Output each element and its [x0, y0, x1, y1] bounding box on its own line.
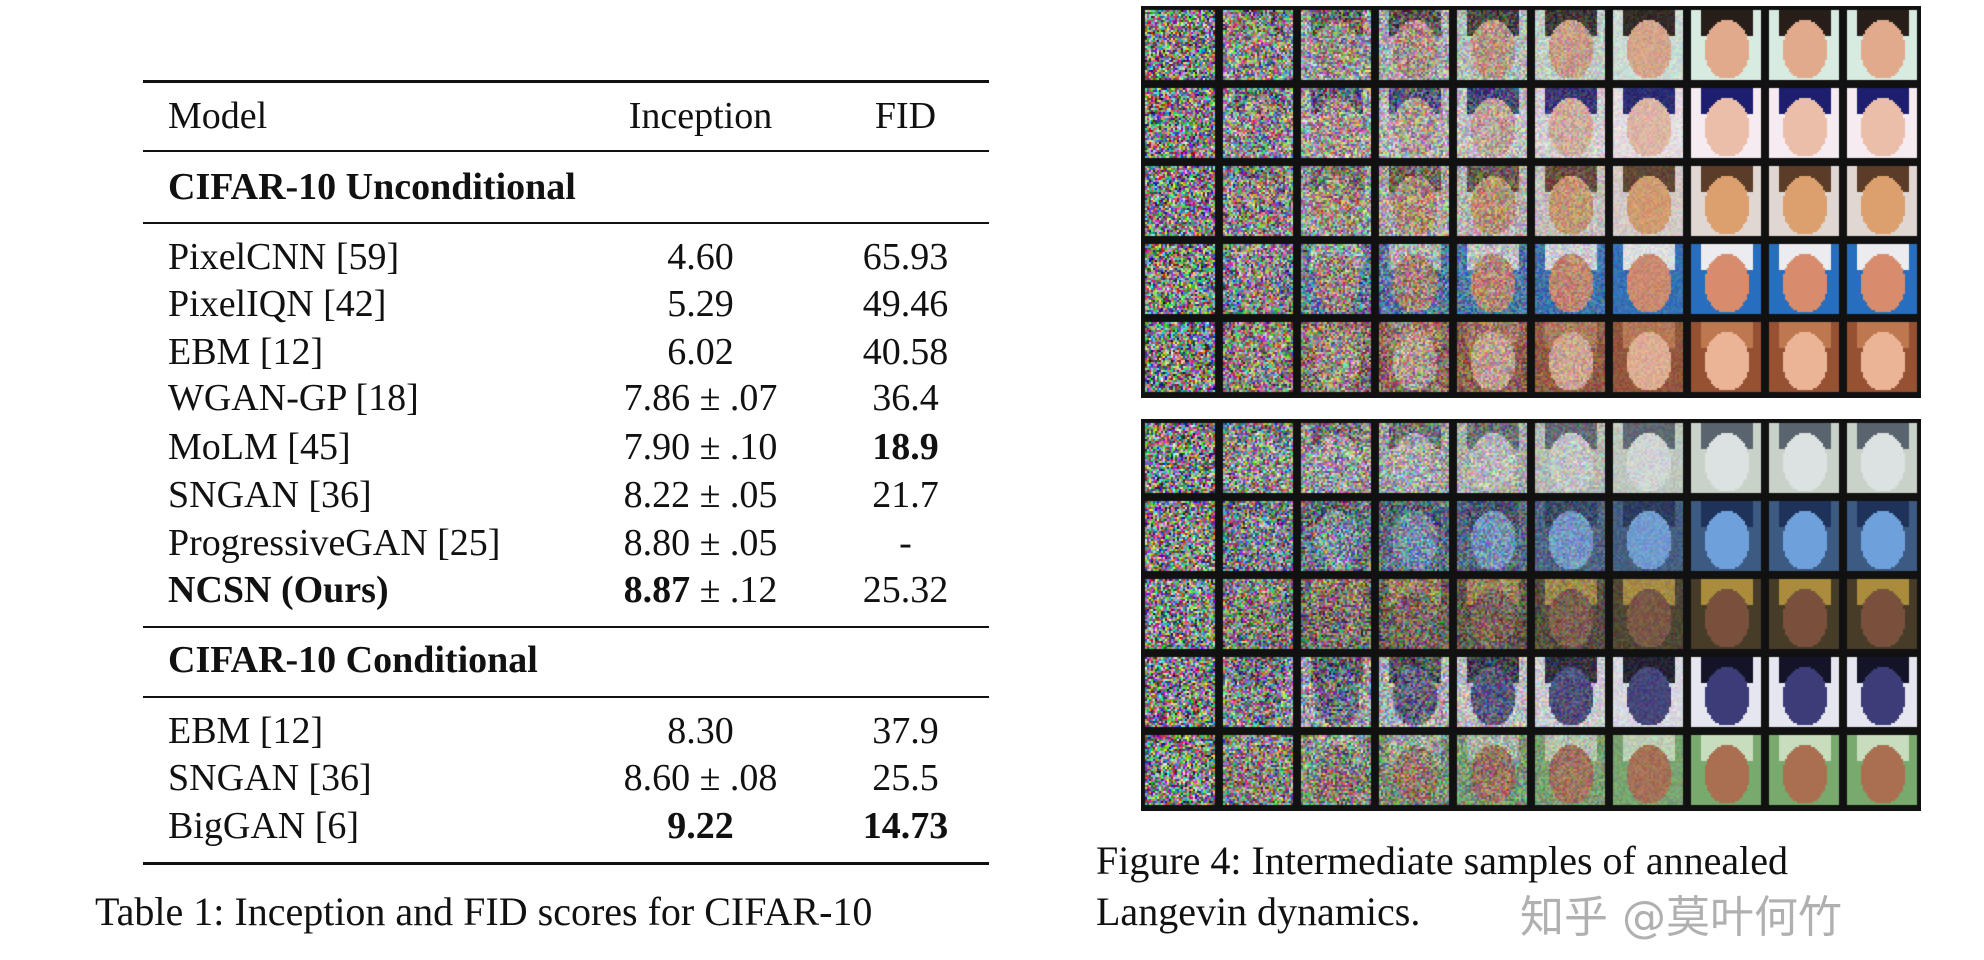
table-row: SNGAN [36] 8.60 ± .08 25.5: [143, 755, 989, 801]
table-rule: [143, 862, 989, 865]
figure-caption-line1: Figure 4: Intermediate samples of anneal…: [1096, 835, 1788, 886]
figure-caption-line2: Langevin dynamics.: [1096, 886, 1420, 937]
model-name: NCSN (Ours): [168, 567, 389, 613]
fid-score: 25.32: [828, 567, 983, 613]
table-rule: [143, 626, 989, 628]
table-row: PixelIQN [42] 5.29 49.46: [143, 281, 989, 327]
model-name: EBM [12]: [168, 708, 323, 754]
table-row: ProgressiveGAN [25] 8.80 ± .05-: [143, 520, 989, 566]
fid-score: 25.5: [828, 755, 983, 801]
table-row: NCSN (Ours) 8.87 ± .12 25.32: [143, 567, 989, 613]
fid-score: 65.93: [828, 234, 983, 280]
fid-score: 18.9: [828, 424, 983, 470]
inception-std: ± .08: [690, 757, 777, 799]
watermark: 知乎 @莫叶何竹: [1520, 893, 1842, 943]
fid-score: 37.9: [828, 708, 983, 754]
model-name: MoLM [45]: [168, 424, 351, 470]
model-name: EBM [12]: [168, 329, 323, 375]
inception-std: ± .07: [690, 377, 777, 419]
table-header-row: Model Inception FID: [143, 93, 989, 139]
fid-score: 36.4: [828, 375, 983, 421]
inception-mean: 8.80: [624, 522, 691, 564]
inception-mean: 7.86: [624, 377, 691, 419]
inception-score: 7.86 ± .07: [613, 375, 788, 421]
table-caption: Table 1: Inception and FID scores for CI…: [95, 886, 872, 937]
inception-score: 9.22: [613, 803, 788, 849]
celeba-samples-grid: [1141, 6, 1921, 398]
model-name: PixelCNN [59]: [168, 234, 399, 280]
table-row: WGAN-GP [18] 7.86 ± .07 36.4: [143, 375, 989, 421]
inception-mean: 8.87: [624, 569, 691, 611]
table-row: EBM [12] 6.02 40.58: [143, 329, 989, 375]
model-name: PixelIQN [42]: [168, 281, 386, 327]
header-model: Model: [168, 93, 267, 139]
section-title-row: CIFAR-10 Conditional: [143, 637, 989, 683]
cifar10-samples-grid: [1141, 419, 1921, 811]
inception-score: 8.87 ± .12: [613, 567, 788, 613]
inception-score: 4.60: [613, 234, 788, 280]
table-row: SNGAN [36] 8.22 ± .05 21.7: [143, 472, 989, 518]
inception-score: 8.30: [613, 708, 788, 754]
section-title: CIFAR-10 Conditional: [168, 637, 538, 683]
table-row: EBM [12] 8.30 37.9: [143, 708, 989, 754]
fid-score: 21.7: [828, 472, 983, 518]
table-rule: [143, 696, 989, 698]
header-fid: FID: [828, 93, 983, 139]
inception-mean: 8.60: [624, 757, 691, 799]
fid-score: 14.73: [828, 803, 983, 849]
inception-mean: 8.22: [624, 474, 691, 516]
inception-std: ± .10: [690, 426, 777, 468]
inception-std: ± .05: [690, 474, 777, 516]
table-row: PixelCNN [59] 4.60 65.93: [143, 234, 989, 280]
inception-score: 8.60 ± .08: [613, 755, 788, 801]
inception-std: ± .12: [690, 569, 777, 611]
inception-std: ± .05: [690, 522, 777, 564]
model-name: SNGAN [36]: [168, 472, 372, 518]
fid-score: 40.58: [828, 329, 983, 375]
model-name: WGAN-GP [18]: [168, 375, 419, 421]
section-title: CIFAR-10 Unconditional: [168, 164, 576, 210]
inception-mean: 8.30: [667, 710, 734, 752]
model-name: BigGAN [6]: [168, 803, 359, 849]
model-name: SNGAN [36]: [168, 755, 372, 801]
inception-score: 8.80 ± .05: [613, 520, 788, 566]
inception-mean: 4.60: [667, 236, 734, 278]
table-rule: [143, 150, 989, 152]
inception-mean: 7.90: [624, 426, 691, 468]
header-inception: Inception: [613, 93, 788, 139]
inception-score: 8.22 ± .05: [613, 472, 788, 518]
inception-mean: 5.29: [667, 283, 734, 325]
table-top-rule: [143, 80, 989, 83]
inception-score: 5.29: [613, 281, 788, 327]
table-row: MoLM [45] 7.90 ± .10 18.9: [143, 424, 989, 470]
fid-score: 49.46: [828, 281, 983, 327]
fid-score: -: [828, 520, 983, 566]
inception-mean: 6.02: [667, 331, 734, 373]
model-name: ProgressiveGAN [25]: [168, 520, 500, 566]
table-rule: [143, 222, 989, 224]
section-title-row: CIFAR-10 Unconditional: [143, 164, 989, 210]
table-row: BigGAN [6] 9.22 14.73: [143, 803, 989, 849]
inception-mean: 9.22: [667, 805, 734, 847]
inception-score: 7.90 ± .10: [613, 424, 788, 470]
inception-score: 6.02: [613, 329, 788, 375]
